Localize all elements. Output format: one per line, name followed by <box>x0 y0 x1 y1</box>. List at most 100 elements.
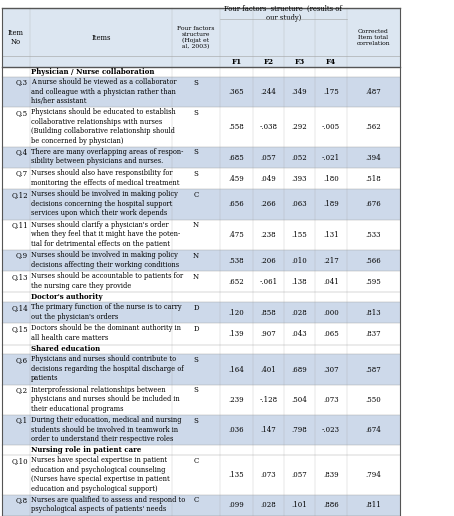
Text: .798: .798 <box>291 426 307 434</box>
Text: .135: .135 <box>229 471 244 479</box>
Text: .052: .052 <box>291 154 307 162</box>
Text: .036: .036 <box>229 426 244 434</box>
Text: .239: .239 <box>229 396 244 404</box>
Text: .839: .839 <box>323 471 339 479</box>
Text: .459: .459 <box>229 175 244 183</box>
Text: .028: .028 <box>291 309 307 317</box>
Bar <box>2 147 400 168</box>
Text: Q.2: Q.2 <box>16 386 28 394</box>
Text: Q.1: Q.1 <box>16 416 28 425</box>
Bar <box>2 8 400 67</box>
Text: .587: .587 <box>365 366 381 374</box>
Text: Q.4: Q.4 <box>16 149 28 156</box>
Text: .837: .837 <box>365 330 381 338</box>
Text: Shared education: Shared education <box>31 346 100 353</box>
Text: Nurses should be accountable to patients for
the nursing care they provide: Nurses should be accountable to patients… <box>31 272 183 289</box>
Text: Nurses have special expertise in patient
education and psychological counseling
: Nurses have special expertise in patient… <box>31 456 170 493</box>
Text: .656: .656 <box>229 201 244 208</box>
Text: F3: F3 <box>294 58 305 66</box>
Text: F1: F1 <box>232 58 242 66</box>
Bar <box>2 445 400 455</box>
Text: .393: .393 <box>292 175 307 183</box>
Text: .189: .189 <box>323 201 339 208</box>
Text: S: S <box>193 149 198 156</box>
Text: The primary function of the nurse is to carry
out the physician's orders: The primary function of the nurse is to … <box>31 303 182 321</box>
Text: -.128: -.128 <box>259 396 277 404</box>
Text: .147: .147 <box>261 426 276 434</box>
Text: -.005: -.005 <box>322 123 340 131</box>
Text: .099: .099 <box>229 502 244 509</box>
Text: Corrected
Item total
correlation: Corrected Item total correlation <box>357 29 390 46</box>
Text: Interprofessional relationships between
physicians and nurses should be included: Interprofessional relationships between … <box>31 386 180 413</box>
Text: Physician / Nurse collaboration: Physician / Nurse collaboration <box>31 68 154 76</box>
Text: .504: .504 <box>291 396 307 404</box>
Bar <box>2 250 400 271</box>
Text: Nurses should be involved in making policy
decisions concerning the hospital sup: Nurses should be involved in making poli… <box>31 190 178 217</box>
Text: .365: .365 <box>229 88 244 96</box>
Text: -.061: -.061 <box>259 278 277 286</box>
Text: Q.12: Q.12 <box>11 191 28 199</box>
Text: Four factors  structure  (results of
our study): Four factors structure (results of our s… <box>224 5 342 22</box>
Bar <box>2 67 400 77</box>
Text: S: S <box>193 356 198 364</box>
Text: Items: Items <box>91 34 111 42</box>
Text: .676: .676 <box>365 201 381 208</box>
Text: .538: .538 <box>229 256 244 265</box>
Text: Q.9: Q.9 <box>16 251 28 260</box>
Text: S: S <box>193 109 198 117</box>
Text: .238: .238 <box>261 231 276 239</box>
Text: .138: .138 <box>291 278 307 286</box>
Text: .010: .010 <box>291 256 307 265</box>
Bar <box>2 271 400 293</box>
Text: S: S <box>193 416 198 425</box>
Text: F4: F4 <box>326 58 336 66</box>
Text: .206: .206 <box>261 256 276 265</box>
Text: .028: .028 <box>261 502 276 509</box>
Bar <box>2 77 400 107</box>
Text: .217: .217 <box>323 256 339 265</box>
Text: Q.15: Q.15 <box>11 325 28 333</box>
Text: Q.13: Q.13 <box>11 272 28 281</box>
Text: .139: .139 <box>229 330 244 338</box>
Text: S: S <box>193 170 198 178</box>
Text: .073: .073 <box>261 471 276 479</box>
Text: .057: .057 <box>261 154 276 162</box>
Text: .164: .164 <box>229 366 244 374</box>
Text: .487: .487 <box>365 88 381 96</box>
Text: Q.8: Q.8 <box>16 496 28 504</box>
Text: .475: .475 <box>229 231 244 239</box>
Text: Q.11: Q.11 <box>11 221 28 229</box>
Bar <box>2 354 400 385</box>
Text: .394: .394 <box>365 154 381 162</box>
Text: -.038: -.038 <box>260 123 277 131</box>
Text: -.021: -.021 <box>322 154 340 162</box>
Text: .794: .794 <box>365 471 381 479</box>
Text: .685: .685 <box>229 154 244 162</box>
Text: .131: .131 <box>323 231 339 239</box>
Text: Four factors
structure
(Hojat et
al, 2003): Four factors structure (Hojat et al, 200… <box>177 26 215 49</box>
Text: .674: .674 <box>365 426 381 434</box>
Text: .813: .813 <box>365 309 381 317</box>
Text: .349: .349 <box>291 88 307 96</box>
Text: .558: .558 <box>229 123 244 131</box>
Text: .562: .562 <box>365 123 381 131</box>
Text: Q.5: Q.5 <box>16 109 28 117</box>
Bar <box>2 220 400 250</box>
Text: .401: .401 <box>261 366 276 374</box>
Text: F2: F2 <box>263 58 274 66</box>
Text: .120: .120 <box>229 309 244 317</box>
Bar <box>2 107 400 147</box>
Text: D: D <box>193 304 199 312</box>
Text: .266: .266 <box>261 201 276 208</box>
Text: Q.6: Q.6 <box>16 356 28 364</box>
Text: .244: .244 <box>261 88 276 96</box>
Text: .307: .307 <box>323 366 339 374</box>
Text: Q.10: Q.10 <box>11 457 28 465</box>
Text: .065: .065 <box>323 330 339 338</box>
Text: Q.3: Q.3 <box>16 78 28 87</box>
Text: .533: .533 <box>366 231 381 239</box>
Text: .155: .155 <box>291 231 307 239</box>
Text: Physicians and nurses should contribute to
decisions regarding the hospital disc: Physicians and nurses should contribute … <box>31 356 183 382</box>
Text: D: D <box>193 325 199 333</box>
Text: C: C <box>193 496 199 504</box>
